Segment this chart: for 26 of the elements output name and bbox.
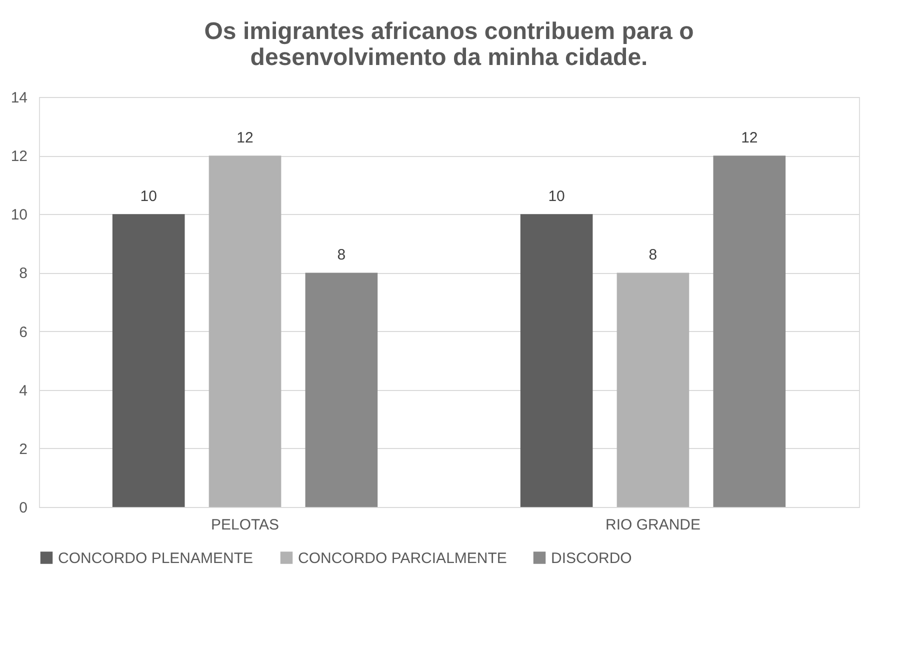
data-label: 10 [140,188,157,206]
bar [208,156,282,507]
y-tick-label: 2 [19,440,28,458]
y-tick-label: 8 [19,265,28,282]
bar [305,272,378,507]
y-tick-label: 0 [19,500,28,516]
legend-label: CONCORDO PARCIALMENTE [298,550,507,567]
x-tick-label: PELOTAS [210,516,280,534]
legend-label: DISCORDO [551,550,632,567]
chart-title: Os imigrantes africanos contribuem para o desenvolvimento da minha cidade. [204,18,694,71]
x-tick-label: RIO GRANDE [605,516,700,534]
data-label: 12 [741,130,758,147]
data-label: 12 [236,130,254,147]
y-tick-label: 10 [10,206,28,224]
bar [520,214,593,507]
legend-label: CONCORDO PLENAMENTE [58,550,254,567]
data-label: 10 [548,188,565,206]
y-tick-label: 4 [19,382,28,400]
bar [713,156,786,507]
y-tick-label: 14 [10,90,28,106]
data-label: 8 [337,246,346,264]
bar [616,272,690,507]
y-tick-label: 6 [19,324,28,341]
y-tick-label: 12 [10,148,28,166]
bar [112,214,185,507]
data-label: 8 [648,246,658,264]
